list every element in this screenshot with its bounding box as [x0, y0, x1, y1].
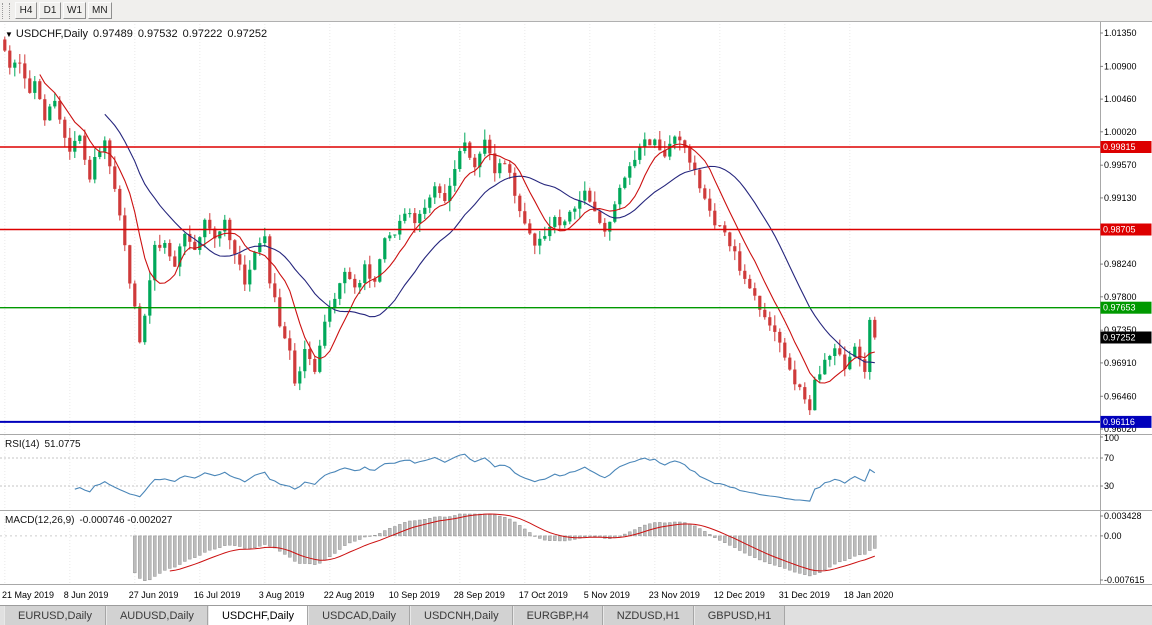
macd-axis-label: -0.007615 — [1104, 575, 1145, 585]
chart-tab-eurusd-daily[interactable]: EURUSD,Daily — [4, 606, 106, 625]
timeframe-button-d1[interactable]: D1 — [39, 2, 61, 19]
date-label: 28 Sep 2019 — [454, 590, 505, 600]
rsi-levels: 100 70 30 — [0, 433, 1119, 491]
price-tick-label: 1.00020 — [1104, 127, 1137, 137]
price-badge — [1100, 223, 1152, 236]
date-label: 17 Oct 2019 — [519, 590, 568, 600]
tab-label: USDCHF,Daily — [221, 609, 295, 622]
price-tick-label: 0.98240 — [1104, 259, 1137, 269]
price-badge-label: 0.98705 — [1103, 225, 1136, 235]
chart-tab-gbpusd-h1[interactable]: GBPUSD,H1 — [693, 606, 786, 625]
date-label: 12 Dec 2019 — [714, 590, 765, 600]
chart-tab-audusd-daily[interactable]: AUDUSD,Daily — [105, 606, 208, 625]
tab-label: USDCAD,Daily — [322, 609, 397, 622]
rsi-indicator-label: RSI(14) 51.0775 — [5, 439, 81, 450]
chart-window: 100 70 30 0.003428 0.00 -0.007615 1.01350 1.009… — [0, 22, 1152, 605]
date-label: 21 May 2019 — [2, 590, 54, 600]
price-tick-label: 0.97350 — [1104, 325, 1137, 335]
price-tick-label: 1.00900 — [1104, 61, 1137, 71]
date-label: 3 Aug 2019 — [259, 590, 305, 600]
price-tick-label: 1.00460 — [1104, 94, 1137, 104]
date-label: 18 Jan 2020 — [844, 590, 894, 600]
rsi-axis-label: 100 — [1104, 433, 1119, 443]
chart-tab-nzdusd-h1[interactable]: NZDUSD,H1 — [602, 606, 694, 625]
price-badge-label: 0.97252 — [1103, 333, 1136, 343]
tab-label: AUDUSD,Daily — [119, 609, 194, 622]
tab-label: GBPUSD,H1 — [707, 609, 772, 622]
rsi-value: 51.0775 — [44, 439, 81, 450]
rsi-name: RSI(14) — [5, 439, 40, 450]
chart-canvas[interactable]: 100 70 30 0.003428 0.00 -0.007615 1.01350 1.009… — [0, 22, 1152, 605]
ohlc-close: 0.97252 — [227, 28, 268, 40]
time-axis: 21 May 2019 8 Jun 2019 27 Jun 2019 16 Jul 2… — [2, 590, 893, 600]
chart-tab-bar: EURUSD,Daily AUDUSD,Daily USDCHF,Daily USDC… — [0, 605, 1152, 625]
price-tick-label: 0.99570 — [1104, 160, 1137, 170]
macd-name: MACD(12,26,9) — [5, 515, 75, 526]
price-axis-badges: 0.99815 0.98705 0.97653 0.97252 0.96116 — [1100, 141, 1152, 428]
price-axis-ticks: 1.01350 1.00900 1.00460 1.00020 0.99570 0.991… — [1100, 28, 1137, 434]
date-label: 31 Dec 2019 — [779, 590, 830, 600]
date-label: 22 Aug 2019 — [324, 590, 375, 600]
date-label: 16 Jul 2019 — [194, 590, 241, 600]
chart-tab-usdcnh-daily[interactable]: USDCNH,Daily — [410, 606, 513, 625]
price-tick-label: 0.96910 — [1104, 358, 1137, 368]
ma-slow-line — [104, 113, 875, 364]
date-label: 5 Nov 2019 — [584, 590, 630, 600]
ma-fast-line — [39, 74, 875, 384]
vertical-gridlines — [4, 24, 851, 584]
macd-signal-line — [169, 513, 875, 572]
price-badge-label: 0.97653 — [1103, 303, 1136, 313]
tab-label: NZDUSD,H1 — [616, 609, 680, 622]
date-label: 27 Jun 2019 — [129, 590, 179, 600]
price-tick-label: 0.97800 — [1104, 292, 1137, 302]
rsi-axis-label: 30 — [1104, 481, 1114, 491]
toolbar-grip-icon — [2, 2, 10, 19]
timeframe-button-h4[interactable]: H4 — [15, 2, 37, 19]
price-badge — [1100, 415, 1152, 428]
date-label: 8 Jun 2019 — [64, 590, 109, 600]
chart-symbol-label: USDCHF,Daily — [15, 28, 89, 40]
macd-values: -0.000746 -0.002027 — [79, 515, 173, 526]
macd-axis: 0.003428 0.00 -0.007615 — [1100, 511, 1145, 585]
price-badge — [1100, 141, 1152, 153]
rsi-axis-label: 70 — [1104, 453, 1114, 463]
chart-tab-usdchf-daily[interactable]: USDCHF,Daily — [207, 606, 309, 625]
tab-label: USDCNH,Daily — [424, 609, 499, 622]
rsi-line — [74, 453, 876, 502]
timeframe-button-w1[interactable]: W1 — [63, 2, 86, 19]
ohlc-high: 0.97532 — [137, 28, 178, 40]
price-tick-label: 0.99130 — [1104, 193, 1137, 203]
candles-layer — [3, 36, 877, 415]
price-badge — [1100, 301, 1152, 314]
chart-tab-usdcad-daily[interactable]: USDCAD,Daily — [308, 606, 411, 625]
price-tick-label: 1.01350 — [1104, 28, 1137, 38]
chart-ohlc-overlay: ▼ USDCHF,Daily 0.97489 0.97532 0.97222 0.9725… — [5, 28, 267, 40]
tab-label: EURUSD,Daily — [18, 609, 92, 622]
date-label: 23 Nov 2019 — [649, 590, 700, 600]
price-tick-label: 0.96460 — [1104, 391, 1137, 401]
chart-tab-eurgbp-h4[interactable]: EURGBP,H4 — [512, 606, 603, 625]
price-tick-label: 0.96020 — [1104, 424, 1137, 434]
macd-axis-label: 0.00 — [1104, 531, 1122, 541]
timeframe-buttons-group: H4 D1 W1 MN — [14, 1, 113, 20]
price-badge-label: 0.99815 — [1103, 142, 1136, 152]
shift-marker-icon: ▼ — [5, 30, 13, 39]
date-label: 10 Sep 2019 — [389, 590, 440, 600]
price-badge — [1100, 331, 1152, 344]
timeframe-button-mn[interactable]: MN — [88, 2, 112, 19]
macd-indicator-label: MACD(12,26,9) -0.000746 -0.002027 — [5, 515, 172, 526]
ohlc-open: 0.97489 — [93, 28, 133, 40]
macd-histogram — [133, 513, 877, 581]
price-badge-label: 0.96116 — [1103, 417, 1135, 427]
tab-label: EURGBP,H4 — [526, 609, 589, 622]
macd-axis-label: 0.003428 — [1104, 511, 1142, 521]
ohlc-low: 0.97222 — [182, 28, 223, 40]
timeframe-toolbar: H4 D1 W1 MN — [0, 0, 1152, 22]
